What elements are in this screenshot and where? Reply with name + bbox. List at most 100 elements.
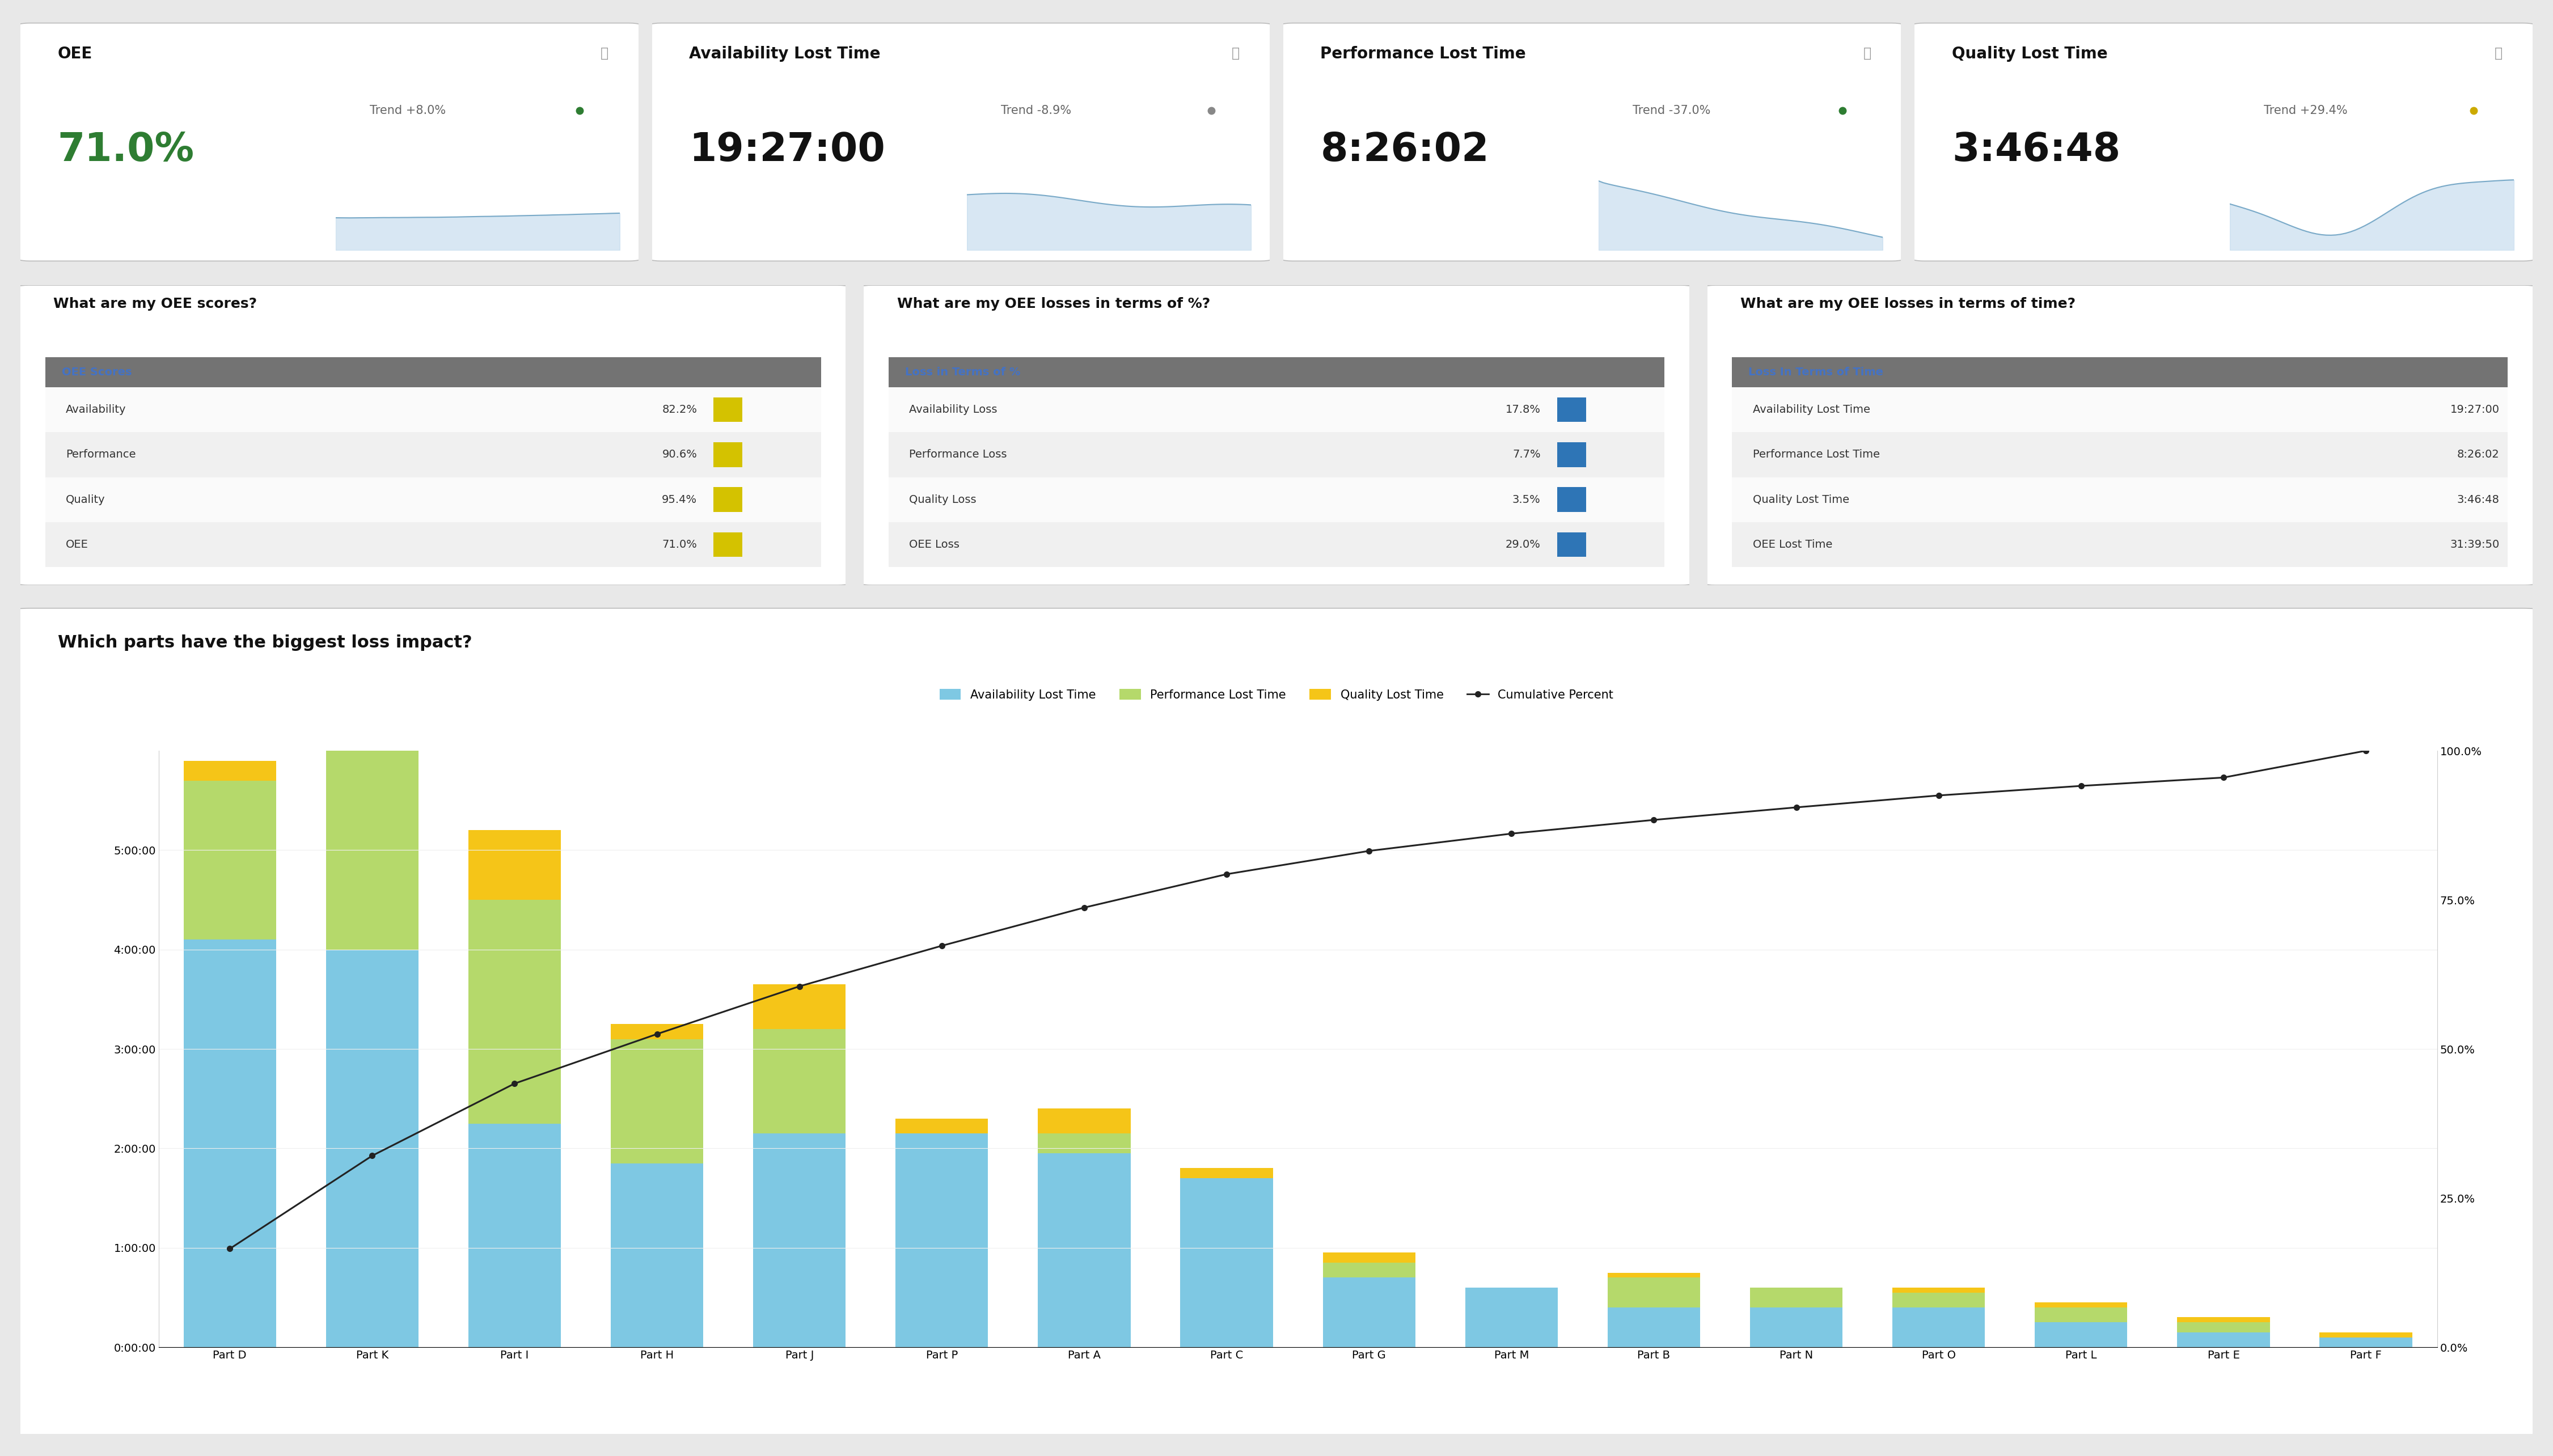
FancyBboxPatch shape xyxy=(1731,478,2507,523)
FancyBboxPatch shape xyxy=(1910,23,2538,261)
FancyBboxPatch shape xyxy=(46,523,822,568)
Text: 90.6%: 90.6% xyxy=(661,450,697,460)
Text: What are my OEE scores?: What are my OEE scores? xyxy=(54,297,258,310)
Text: Loss in Terms of %: Loss in Terms of % xyxy=(906,367,1021,377)
FancyBboxPatch shape xyxy=(888,387,1665,432)
Text: Performance Loss: Performance Loss xyxy=(909,450,1006,460)
Text: Trend -37.0%: Trend -37.0% xyxy=(1631,105,1711,116)
Text: 7.7%: 7.7% xyxy=(1511,450,1539,460)
FancyBboxPatch shape xyxy=(15,23,643,261)
Bar xyxy=(1892,1287,1986,1293)
FancyBboxPatch shape xyxy=(715,488,743,513)
FancyBboxPatch shape xyxy=(715,443,743,467)
Text: Availability Loss: Availability Loss xyxy=(909,405,998,415)
FancyBboxPatch shape xyxy=(646,23,1276,261)
Bar xyxy=(1608,1273,1700,1277)
FancyBboxPatch shape xyxy=(0,609,2553,1436)
FancyBboxPatch shape xyxy=(46,432,822,478)
Text: 19:27:00: 19:27:00 xyxy=(689,131,886,169)
FancyBboxPatch shape xyxy=(1276,23,1907,261)
Text: 8:26:02: 8:26:02 xyxy=(2456,450,2499,460)
Text: 17.8%: 17.8% xyxy=(1506,405,1539,415)
Bar xyxy=(327,949,419,1347)
Bar xyxy=(2178,1318,2270,1322)
Bar xyxy=(610,1024,702,1040)
Text: 71.0%: 71.0% xyxy=(59,131,194,169)
Text: 19:27:00: 19:27:00 xyxy=(2451,405,2499,415)
Text: Quality Lost Time: Quality Lost Time xyxy=(1953,47,2109,63)
Text: 31:39:50: 31:39:50 xyxy=(2451,539,2499,550)
Bar xyxy=(1892,1307,1986,1347)
FancyBboxPatch shape xyxy=(715,397,743,422)
Text: 95.4%: 95.4% xyxy=(661,494,697,505)
FancyBboxPatch shape xyxy=(888,432,1665,478)
Bar xyxy=(467,830,562,900)
FancyBboxPatch shape xyxy=(1700,285,2540,585)
Bar xyxy=(327,727,419,949)
Text: Performance Lost Time: Performance Lost Time xyxy=(1320,47,1527,63)
Text: Trend +8.0%: Trend +8.0% xyxy=(370,105,447,116)
Bar xyxy=(1608,1277,1700,1307)
Bar xyxy=(2321,1332,2413,1337)
Text: OEE Lost Time: OEE Lost Time xyxy=(1754,539,1833,550)
Bar xyxy=(1039,1133,1131,1153)
Bar xyxy=(467,900,562,1124)
Bar xyxy=(1465,1287,1557,1347)
Bar xyxy=(327,706,419,727)
Bar xyxy=(1322,1252,1414,1262)
Bar xyxy=(467,1124,562,1347)
FancyBboxPatch shape xyxy=(888,523,1665,568)
Text: 8:26:02: 8:26:02 xyxy=(1320,131,1488,169)
FancyBboxPatch shape xyxy=(1731,432,2507,478)
FancyBboxPatch shape xyxy=(888,478,1665,523)
Bar xyxy=(2178,1332,2270,1347)
Text: 29.0%: 29.0% xyxy=(1506,539,1539,550)
Bar xyxy=(1039,1153,1131,1347)
Text: Loss In Terms of Time: Loss In Terms of Time xyxy=(1749,367,1884,377)
FancyBboxPatch shape xyxy=(1557,488,1585,513)
Text: 3.5%: 3.5% xyxy=(1511,494,1539,505)
Text: 82.2%: 82.2% xyxy=(661,405,697,415)
Text: Quality Lost Time: Quality Lost Time xyxy=(1754,494,1848,505)
Text: Performance Lost Time: Performance Lost Time xyxy=(1754,450,1879,460)
FancyBboxPatch shape xyxy=(46,387,822,432)
Text: Availability Lost Time: Availability Lost Time xyxy=(1754,405,1869,415)
Text: 3:46:48: 3:46:48 xyxy=(1953,131,2122,169)
Bar xyxy=(610,1040,702,1163)
Legend: Availability Lost Time, Performance Lost Time, Quality Lost Time, Cumulative Per: Availability Lost Time, Performance Lost… xyxy=(934,684,1619,706)
FancyBboxPatch shape xyxy=(46,357,822,387)
Bar xyxy=(896,1133,988,1347)
Text: 71.0%: 71.0% xyxy=(661,539,697,550)
Text: Availability Lost Time: Availability Lost Time xyxy=(689,47,881,63)
Bar xyxy=(1892,1293,1986,1307)
Text: Availability: Availability xyxy=(66,405,125,415)
FancyBboxPatch shape xyxy=(715,533,743,558)
Text: Quality Loss: Quality Loss xyxy=(909,494,975,505)
FancyBboxPatch shape xyxy=(1557,397,1585,422)
Text: ⓘ: ⓘ xyxy=(600,47,608,60)
Bar xyxy=(184,780,276,939)
Bar xyxy=(896,1118,988,1133)
FancyBboxPatch shape xyxy=(46,478,822,523)
Bar xyxy=(1322,1262,1414,1277)
Text: OEE: OEE xyxy=(66,539,89,550)
Text: What are my OEE losses in terms of %?: What are my OEE losses in terms of %? xyxy=(896,297,1210,310)
Bar xyxy=(1749,1307,1843,1347)
Bar xyxy=(1322,1277,1414,1347)
FancyBboxPatch shape xyxy=(1557,533,1585,558)
Text: ⓘ: ⓘ xyxy=(1864,47,1871,60)
Text: Quality: Quality xyxy=(66,494,105,505)
Text: OEE Scores: OEE Scores xyxy=(61,367,133,377)
Bar xyxy=(2035,1303,2127,1307)
Text: OEE: OEE xyxy=(59,47,92,63)
Text: 3:46:48: 3:46:48 xyxy=(2456,494,2499,505)
Bar xyxy=(610,1163,702,1347)
Bar xyxy=(1179,1178,1274,1347)
Text: Performance: Performance xyxy=(66,450,135,460)
Text: Trend -8.9%: Trend -8.9% xyxy=(1001,105,1072,116)
Text: ⓘ: ⓘ xyxy=(1231,47,1241,60)
FancyBboxPatch shape xyxy=(1731,387,2507,432)
Bar xyxy=(1608,1307,1700,1347)
Text: Trend +29.4%: Trend +29.4% xyxy=(2265,105,2349,116)
Text: What are my OEE losses in terms of time?: What are my OEE losses in terms of time? xyxy=(1741,297,2076,310)
